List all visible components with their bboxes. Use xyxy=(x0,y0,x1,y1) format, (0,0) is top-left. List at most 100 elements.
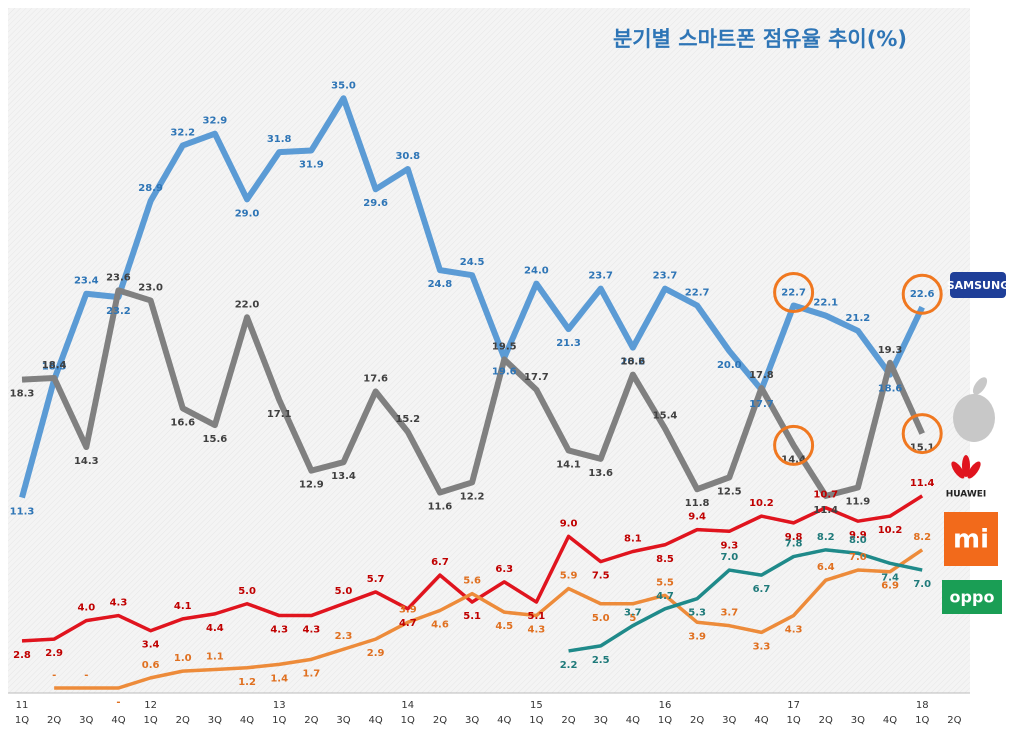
data-label: 3.7 xyxy=(720,608,738,619)
data-label: 8.1 xyxy=(624,534,642,545)
data-label: 4.4 xyxy=(206,623,224,634)
data-label: - xyxy=(116,697,120,708)
data-label: 4.1 xyxy=(174,601,192,612)
chart-title: 분기별 스마트폰 점유율 추이(%) xyxy=(613,27,907,51)
data-label: 4.3 xyxy=(785,625,803,636)
x-tick-label: 4Q xyxy=(754,715,768,726)
x-tick-label: 1Q xyxy=(786,715,800,726)
data-label: 1.1 xyxy=(206,651,224,662)
series-line xyxy=(21,494,924,643)
x-tick-label: 2Q xyxy=(690,715,704,726)
data-label: 5.0 xyxy=(592,613,610,624)
x-tick-label: 3Q xyxy=(336,715,350,726)
data-label: 0.6 xyxy=(142,660,160,671)
legend-badge xyxy=(950,272,1006,298)
x-tick-label: 1Q xyxy=(658,715,672,726)
data-label: 2.9 xyxy=(45,648,63,659)
apple-logo xyxy=(953,377,995,442)
data-label: 14.3 xyxy=(74,456,99,467)
data-label: 2.2 xyxy=(560,660,578,671)
data-label: 35.0 xyxy=(331,80,356,91)
data-label: 10.2 xyxy=(749,498,774,509)
data-label: 21.3 xyxy=(556,338,581,349)
x-tick-label: 3Q xyxy=(208,715,222,726)
data-label: 5.6 xyxy=(463,576,481,587)
data-label: 11.9 xyxy=(846,496,871,507)
data-label: 17.7 xyxy=(749,399,774,410)
data-label: 22.6 xyxy=(910,289,935,300)
data-label: 32.2 xyxy=(170,127,195,138)
data-label: 17.1 xyxy=(267,409,292,420)
data-label: 23.0 xyxy=(138,282,163,293)
data-label: 1.4 xyxy=(270,673,288,684)
data-label: 20.2 xyxy=(621,357,646,368)
x-tick-label: 1Q xyxy=(15,715,29,726)
data-label: 9.4 xyxy=(688,512,706,523)
data-label: 29.6 xyxy=(363,198,388,209)
data-label: 3.4 xyxy=(142,640,160,651)
data-label: 4.3 xyxy=(270,625,288,636)
data-label: 7.5 xyxy=(592,571,610,582)
x-tick-label: 3Q xyxy=(594,715,608,726)
data-label: 13.6 xyxy=(588,468,613,479)
data-label: 4.6 xyxy=(431,619,449,630)
data-label: 23.7 xyxy=(653,271,678,282)
data-label: 22.7 xyxy=(685,288,710,299)
data-label: 22.0 xyxy=(235,299,260,310)
x-year-label: 14 xyxy=(401,700,414,711)
x-year-label: 18 xyxy=(916,700,929,711)
x-tick-label: 2Q xyxy=(176,715,190,726)
data-label: 8.0 xyxy=(849,535,867,546)
x-tick-label: 3Q xyxy=(79,715,93,726)
data-label: 8.2 xyxy=(913,532,931,543)
data-label: 7.4 xyxy=(881,572,899,583)
x-tick-label: 2Q xyxy=(819,715,833,726)
x-tick-label: 2Q xyxy=(947,715,961,726)
data-label: 5.1 xyxy=(528,611,546,622)
series-line xyxy=(54,548,924,690)
data-label: 4.3 xyxy=(110,598,128,609)
x-tick-label: 4Q xyxy=(240,715,254,726)
data-label: 22.7 xyxy=(781,288,806,299)
legend-label: SAMSUNG xyxy=(947,279,1009,292)
data-label: 32.9 xyxy=(203,116,228,127)
data-label: 3.9 xyxy=(688,631,706,642)
data-label: 8.2 xyxy=(817,532,835,543)
data-label: 21.2 xyxy=(846,313,871,324)
data-label: 11.8 xyxy=(685,498,710,509)
data-label: 11.4 xyxy=(910,478,935,489)
series-line xyxy=(19,95,925,499)
data-label: 15.6 xyxy=(203,434,228,445)
data-label: 10.2 xyxy=(878,525,903,536)
data-label: 4.7 xyxy=(656,591,674,602)
data-label: 1.0 xyxy=(174,653,192,664)
data-label: 2.8 xyxy=(13,650,31,661)
x-year-label: 17 xyxy=(787,700,800,711)
x-tick-label: 4Q xyxy=(626,715,640,726)
x-tick-label: 2Q xyxy=(561,715,575,726)
data-label: 3.7 xyxy=(624,608,642,619)
data-label: 4.3 xyxy=(528,625,546,636)
data-label: 23.2 xyxy=(106,306,131,317)
data-label: 17.6 xyxy=(363,373,388,384)
x-tick-label: 2Q xyxy=(304,715,318,726)
data-label: 7.0 xyxy=(720,552,738,563)
data-label: 5.5 xyxy=(656,577,674,588)
x-tick-label: 4Q xyxy=(369,715,383,726)
mi-badge xyxy=(944,512,998,566)
data-label: 31.8 xyxy=(267,134,292,145)
data-label: 14.1 xyxy=(556,459,581,470)
data-label: 6.4 xyxy=(817,562,835,573)
x-tick-label: 1Q xyxy=(915,715,929,726)
x-tick-label: 4Q xyxy=(111,715,125,726)
data-label: 14.4 xyxy=(781,454,806,465)
data-label: 8.5 xyxy=(656,554,674,565)
data-label: 5.0 xyxy=(335,586,353,597)
data-label: 12.2 xyxy=(460,491,485,502)
highlight-circle xyxy=(901,273,943,315)
data-label: 12.9 xyxy=(299,480,324,491)
data-label: 5.3 xyxy=(688,608,706,619)
data-label: 19.3 xyxy=(878,345,903,356)
data-label: 12.5 xyxy=(717,486,742,497)
